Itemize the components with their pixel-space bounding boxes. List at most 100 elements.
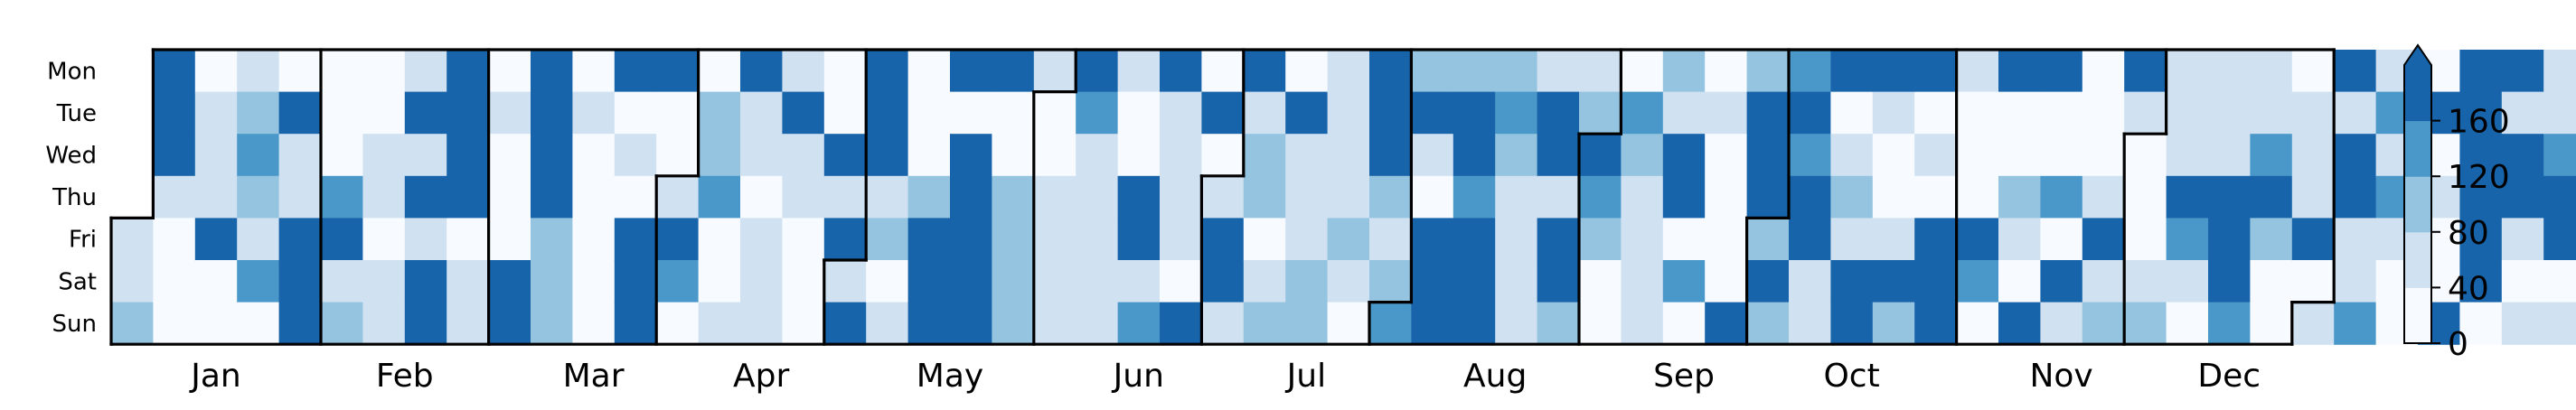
heatmap-cell [2291, 218, 2335, 261]
heatmap-cell [2250, 218, 2293, 261]
heatmap-cell [1495, 260, 1538, 303]
heatmap-cell [1453, 50, 1496, 93]
colorbar-tick-label: 40 [2448, 270, 2489, 307]
heatmap-cell [2334, 260, 2377, 303]
heatmap-cell [992, 175, 1035, 219]
heatmap-cell [1705, 302, 1748, 345]
heatmap-cell [992, 218, 1035, 261]
heatmap-cell [1956, 260, 1999, 303]
heatmap-cell [1830, 218, 1874, 261]
heatmap-cell [2291, 134, 2335, 177]
heatmap-cell [2543, 91, 2576, 135]
heatmap-cell [572, 91, 616, 135]
heatmap-cell [2124, 302, 2167, 345]
heatmap-cell [1201, 302, 1245, 345]
heatmap-cell [698, 175, 741, 219]
heatmap-cell [823, 302, 867, 345]
heatmap-cell [531, 91, 573, 135]
heatmap-cell [1830, 302, 1874, 345]
heatmap-cell [153, 50, 196, 93]
heatmap-cell [1033, 218, 1076, 261]
heatmap-cell [153, 302, 196, 345]
heatmap-cell [2208, 91, 2251, 135]
heatmap-cell [1705, 175, 1748, 219]
heatmap-cell [1537, 302, 1580, 345]
heatmap-cell [2208, 260, 2251, 303]
heatmap-cell [1662, 91, 1706, 135]
colorbar-swatch [2404, 65, 2431, 122]
heatmap-cell [194, 134, 238, 177]
heatmap-cell [950, 218, 992, 261]
heatmap-cell [321, 175, 363, 219]
heatmap-cell [2166, 91, 2209, 135]
colorbar-swatch [2404, 176, 2431, 233]
heatmap-cell [1872, 175, 1915, 219]
heatmap-cell [656, 218, 700, 261]
heatmap-cell [782, 260, 825, 303]
heatmap-cell [1327, 218, 1370, 261]
heatmap-cell [1076, 134, 1119, 177]
heatmap-cell [1830, 260, 1874, 303]
heatmap-cell [1076, 50, 1119, 93]
heatmap-cell [2459, 134, 2503, 177]
heatmap-cell [1117, 218, 1161, 261]
heatmap-cell [2082, 134, 2125, 177]
heatmap-cell [2040, 260, 2083, 303]
heatmap-cell [572, 175, 616, 219]
heatmap-cell [1076, 175, 1119, 219]
heatmap-cell [2543, 50, 2576, 93]
heatmap-cell [1160, 218, 1202, 261]
heatmap-cell [447, 50, 490, 93]
heatmap-cell [1160, 91, 1202, 135]
month-label: Dec [2197, 358, 2261, 395]
heatmap-cell [1243, 302, 1286, 345]
weekday-label: Wed [45, 143, 97, 170]
heatmap-cell [2334, 91, 2377, 135]
heatmap-cell [1914, 134, 1958, 177]
heatmap-cell [2291, 50, 2335, 93]
heatmap-cell [1076, 260, 1119, 303]
heatmap-cell [2082, 91, 2125, 135]
heatmap-cell [866, 175, 909, 219]
heatmap-cell [404, 134, 447, 177]
month-label: Sep [1653, 358, 1715, 395]
heatmap-cell [2459, 175, 2503, 219]
heatmap-cell [153, 91, 196, 135]
heatmap-cell [194, 302, 238, 345]
heatmap-cell [1872, 260, 1915, 303]
heatmap-cell [782, 175, 825, 219]
heatmap-cell [1327, 91, 1370, 135]
heatmap-cell [1285, 134, 1329, 177]
heatmap-cell [866, 218, 909, 261]
heatmap-cell [614, 50, 657, 93]
heatmap-cell [2124, 91, 2167, 135]
heatmap-cell [1789, 134, 1831, 177]
heatmap-cell [1914, 260, 1958, 303]
heatmap-cell [1537, 134, 1580, 177]
heatmap-cell [2291, 175, 2335, 219]
colorbar: 0 40 80 120 160 [2403, 43, 2510, 363]
heatmap-cell [1705, 50, 1748, 93]
heatmap-cell [823, 91, 867, 135]
heatmap-cell [2166, 134, 2209, 177]
heatmap-cell [278, 302, 322, 345]
heatmap-cell [321, 134, 363, 177]
heatmap-cell [656, 302, 700, 345]
heatmap-cell [1285, 260, 1329, 303]
heatmap-cell [1285, 50, 1329, 93]
heatmap-cell [1746, 50, 1790, 93]
heatmap-cell [992, 50, 1035, 93]
heatmap-cell [698, 302, 741, 345]
weekday-label: Sat [58, 268, 97, 295]
heatmap-cell [1411, 50, 1454, 93]
heatmap-cell [1579, 175, 1622, 219]
heatmap-cell [278, 50, 322, 93]
heatmap-cell [1453, 302, 1496, 345]
heatmap-cell [656, 91, 700, 135]
heatmap-cell [950, 302, 992, 345]
heatmap-cell [194, 91, 238, 135]
heatmap-cell [572, 302, 616, 345]
heatmap-cell [907, 50, 951, 93]
heatmap-cell [194, 50, 238, 93]
heatmap-cell [2082, 302, 2125, 345]
